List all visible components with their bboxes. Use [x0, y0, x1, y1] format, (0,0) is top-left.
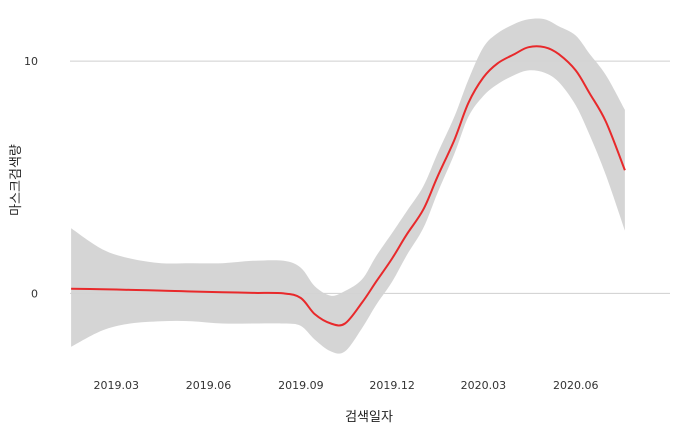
y-tick-label: 0	[31, 287, 38, 300]
x-tick-label: 2019.06	[186, 379, 232, 392]
trend-line	[71, 45, 626, 327]
x-tick-label: 2019.12	[369, 379, 415, 392]
x-tick-label: 2019.09	[278, 379, 324, 392]
x-axis-title: 검색일자	[345, 410, 393, 425]
y-axis-ticks: 0 10	[24, 55, 38, 300]
y-axis-title: 마스크검색량	[9, 144, 24, 216]
x-axis-ticks: 2019.03 2019.06 2019.09 2019.12 2020.03 2020.…	[93, 379, 598, 392]
x-tick-label: 2020.03	[461, 379, 507, 392]
x-tick-label: 2020.06	[553, 379, 599, 392]
y-tick-label: 10	[24, 55, 38, 68]
x-tick-label: 2019.03	[93, 379, 139, 392]
confidence-band	[71, 18, 625, 354]
